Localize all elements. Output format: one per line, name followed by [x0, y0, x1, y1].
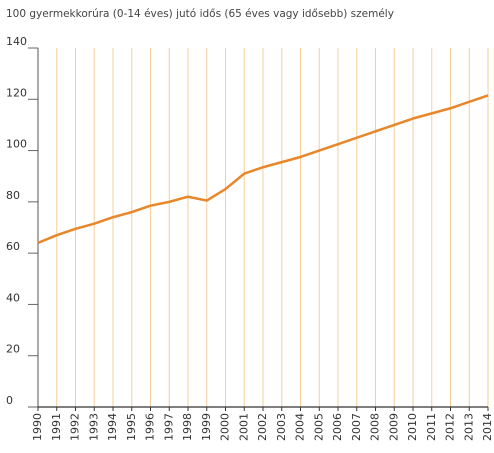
x-tick-label: 1990	[31, 413, 44, 441]
x-tick-label: 2006	[331, 413, 344, 441]
y-tick-label: 0	[6, 394, 13, 407]
x-tick-label: 2003	[275, 413, 288, 441]
y-tick-label: 120	[6, 86, 27, 99]
x-tick-label: 2011	[425, 413, 438, 441]
y-tick-label: 140	[6, 35, 27, 48]
x-tick-label: 1991	[50, 413, 63, 441]
x-tick-label: 2009	[387, 413, 400, 441]
x-tick-label: 2013	[462, 413, 475, 441]
x-tick-label: 1996	[144, 413, 157, 441]
x-tick-label: 2005	[312, 413, 325, 441]
x-tick-label: 1997	[162, 413, 175, 441]
x-tick-label: 2014	[481, 413, 494, 441]
y-tick-label: 20	[6, 343, 20, 356]
line	[37, 94, 489, 245]
y-tick-label: 60	[6, 240, 20, 253]
x-tick-label: 2007	[350, 413, 363, 441]
x-tick-label: 1993	[87, 413, 100, 441]
y-tick-label: 40	[6, 291, 20, 304]
y-tick-label: 80	[6, 189, 20, 202]
x-tick-label: 1995	[125, 413, 138, 441]
x-tick-label: 1994	[106, 413, 119, 441]
x-tick-label: 1999	[200, 413, 213, 441]
x-tick-label: 1992	[69, 413, 82, 441]
x-tick-label: 1998	[181, 413, 194, 441]
x-tick-label: 2000	[219, 413, 232, 441]
chart-title: 100 gyermekkorúra (0-14 éves) jutó idős …	[6, 8, 394, 20]
x-tick-label: 2010	[406, 413, 419, 441]
x-tick-label: 2012	[444, 413, 457, 441]
x-tick-label: 2004	[294, 413, 307, 441]
x-tick-label: 2002	[256, 413, 269, 441]
y-tick-label: 100	[6, 138, 27, 151]
x-tick-label: 2001	[237, 413, 250, 441]
x-tick-label: 2008	[369, 413, 382, 441]
